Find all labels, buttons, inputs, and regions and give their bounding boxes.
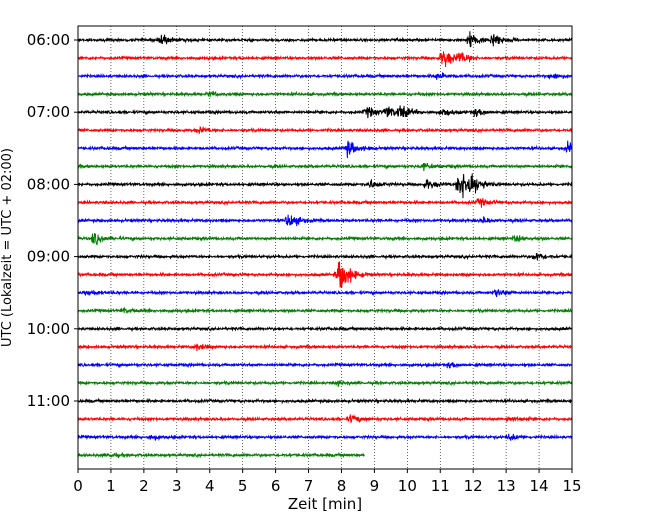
y-tick-label: 07:00 xyxy=(27,103,70,121)
x-tick-label: 10 xyxy=(398,477,417,495)
trace-line xyxy=(77,289,573,298)
trace-line xyxy=(77,261,573,288)
y-axis-label: UTC (Lokalzeit = UTC + 02:00) xyxy=(0,148,15,347)
x-tick-label: 4 xyxy=(205,477,215,495)
x-tick-label: 12 xyxy=(464,477,483,495)
trace-line xyxy=(77,306,573,314)
y-tick-label: 11:00 xyxy=(27,392,70,410)
trace-line xyxy=(77,126,573,135)
y-tick-label: 08:00 xyxy=(27,175,70,193)
trace-line xyxy=(77,379,573,387)
x-tick-label: 15 xyxy=(562,477,581,495)
x-tick-label: 1 xyxy=(106,477,116,495)
trace-line xyxy=(77,105,573,119)
trace-line xyxy=(77,343,573,352)
seismogram-traces xyxy=(77,31,573,459)
trace-line xyxy=(77,413,573,424)
x-tick-label: 8 xyxy=(337,477,347,495)
trace-line xyxy=(77,90,573,98)
trace-line xyxy=(77,31,573,48)
y-tick-label: 09:00 xyxy=(27,248,70,266)
y-tick-label: 06:00 xyxy=(27,31,70,49)
trace-line xyxy=(77,214,573,227)
trace-line xyxy=(77,397,572,405)
trace-line xyxy=(77,72,573,81)
trace-line xyxy=(77,451,365,459)
trace-line xyxy=(77,198,573,208)
x-tick-label: 6 xyxy=(271,477,281,495)
trace-line xyxy=(77,325,573,333)
x-tick-label: 5 xyxy=(238,477,248,495)
x-axis-ticks: 0 1 2 3 4 5 6 7 8 9 10 11 12 13 14 15 xyxy=(73,469,582,495)
x-tick-label: 11 xyxy=(431,477,450,495)
x-tick-label: 13 xyxy=(497,477,516,495)
trace-line xyxy=(77,433,573,441)
trace-line xyxy=(77,162,573,172)
x-tick-label: 14 xyxy=(530,477,549,495)
x-tick-label: 0 xyxy=(73,477,83,495)
x-tick-label: 9 xyxy=(370,477,380,495)
trace-line xyxy=(77,233,573,246)
trace-line xyxy=(77,173,573,199)
y-axis-ticks: 06:00 07:00 08:00 09:00 10:00 11:00 xyxy=(27,31,78,410)
x-axis-label: Zeit [min] xyxy=(288,495,362,513)
trace-line xyxy=(77,252,573,261)
plot-frame xyxy=(77,25,573,470)
trace-line xyxy=(77,140,573,159)
trace-line xyxy=(77,51,573,67)
y-tick-label: 10:00 xyxy=(27,320,70,338)
x-tick-label: 3 xyxy=(172,477,182,495)
x-tick-label: 7 xyxy=(304,477,314,495)
x-tick-label: 2 xyxy=(139,477,149,495)
trace-line xyxy=(77,361,573,369)
grid-lines xyxy=(110,26,540,469)
